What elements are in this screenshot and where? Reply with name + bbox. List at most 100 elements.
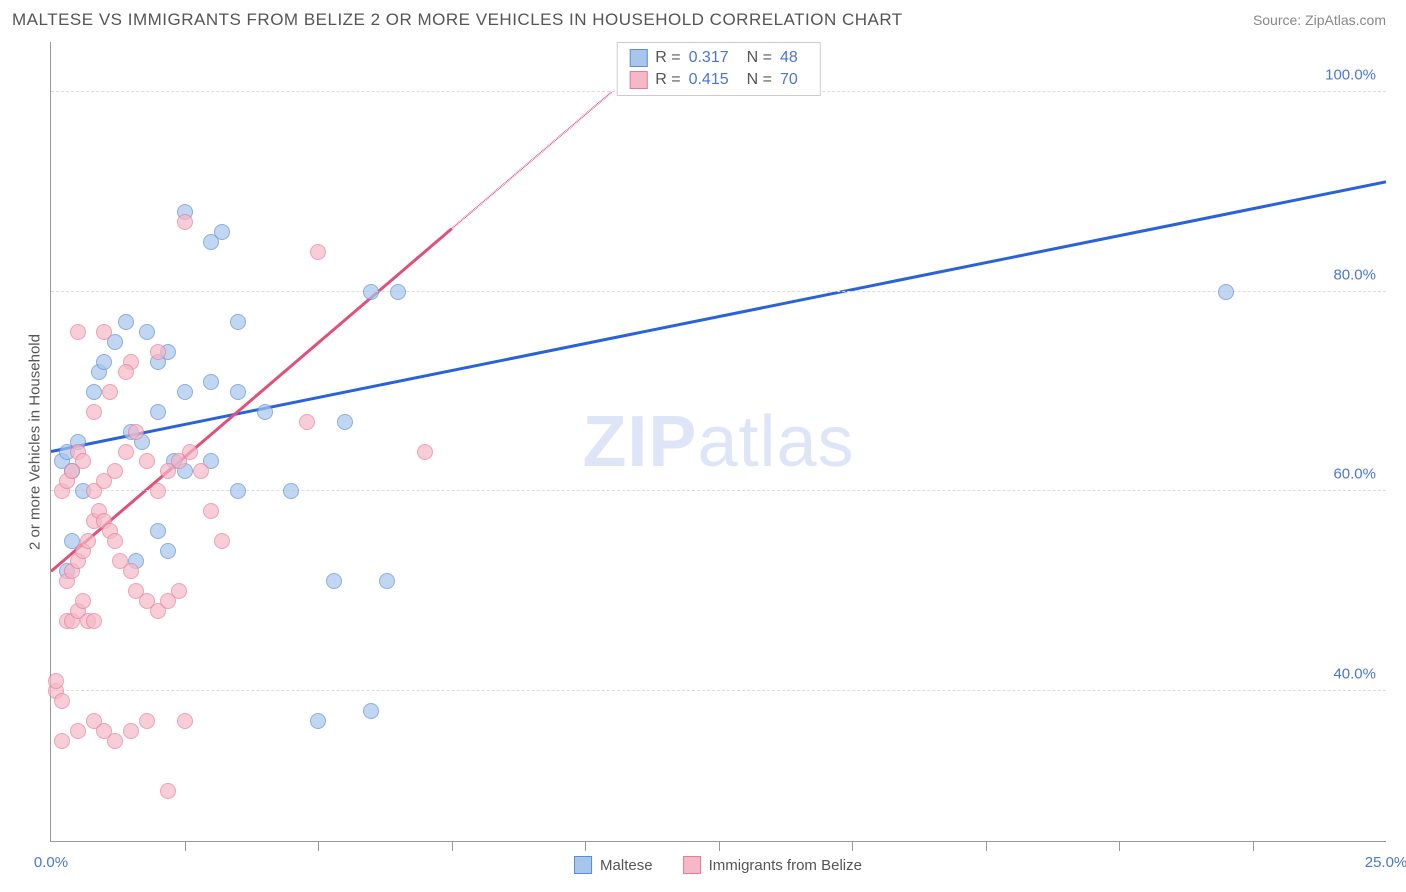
scatter-point	[48, 673, 64, 689]
scatter-point	[310, 244, 326, 260]
scatter-point	[139, 324, 155, 340]
scatter-point	[102, 384, 118, 400]
y-axis-label: 2 or more Vehicles in Household	[27, 334, 44, 550]
scatter-point	[363, 703, 379, 719]
x-tick	[852, 841, 853, 851]
series-legend: Maltese Immigrants from Belize	[574, 856, 862, 874]
scatter-point	[75, 453, 91, 469]
legend-series-item: Immigrants from Belize	[683, 856, 862, 874]
legend-stat-row: R = 0.317 N = 48	[629, 47, 808, 69]
scatter-point	[150, 483, 166, 499]
scatter-point	[70, 723, 86, 739]
legend-series-item: Maltese	[574, 856, 653, 874]
scatter-point	[107, 533, 123, 549]
grid-line-h	[51, 490, 1386, 491]
x-tick	[452, 841, 453, 851]
r-value: 0.317	[689, 49, 729, 67]
chart-title: MALTESE VS IMMIGRANTS FROM BELIZE 2 OR M…	[12, 10, 903, 30]
scatter-point	[379, 573, 395, 589]
scatter-point	[182, 444, 198, 460]
r-label: R =	[655, 71, 680, 89]
scatter-point	[177, 384, 193, 400]
scatter-point	[257, 404, 273, 420]
scatter-point	[310, 713, 326, 729]
source-label: Source: ZipAtlas.com	[1253, 12, 1386, 28]
legend-swatch	[629, 49, 647, 67]
scatter-point	[86, 613, 102, 629]
n-value: 70	[780, 71, 798, 89]
stats-legend: R = 0.317 N = 48 R = 0.415 N = 70	[616, 42, 821, 96]
scatter-point	[128, 424, 144, 440]
scatter-point	[150, 523, 166, 539]
legend-series-label: Maltese	[600, 857, 653, 874]
y-tick-label: 60.0%	[1333, 466, 1376, 483]
scatter-point	[107, 733, 123, 749]
scatter-point	[326, 573, 342, 589]
r-value: 0.415	[689, 71, 729, 89]
scatter-point	[160, 543, 176, 559]
scatter-point	[139, 453, 155, 469]
scatter-point	[283, 483, 299, 499]
x-tick	[719, 841, 720, 851]
scatter-point	[54, 733, 70, 749]
scatter-chart: ZIPatlas R =0.317N =48R =0.415N =70 40.0…	[50, 42, 1386, 842]
x-tick	[1253, 841, 1254, 851]
scatter-point	[75, 593, 91, 609]
scatter-point	[54, 693, 70, 709]
scatter-point	[203, 503, 219, 519]
scatter-point	[230, 314, 246, 330]
legend-stat-row: R = 0.415 N = 70	[629, 69, 808, 91]
x-tick	[318, 841, 319, 851]
x-tick	[585, 841, 586, 851]
n-value: 48	[780, 49, 798, 67]
scatter-point	[70, 324, 86, 340]
y-tick-label: 100.0%	[1325, 66, 1376, 83]
y-tick-label: 80.0%	[1333, 266, 1376, 283]
scatter-point	[150, 344, 166, 360]
scatter-point	[107, 463, 123, 479]
grid-line-h	[51, 690, 1386, 691]
legend-swatch	[574, 856, 592, 874]
x-tick	[185, 841, 186, 851]
legend-series-label: Immigrants from Belize	[709, 857, 862, 874]
scatter-point	[193, 463, 209, 479]
scatter-point	[230, 483, 246, 499]
scatter-point	[118, 444, 134, 460]
scatter-point	[139, 713, 155, 729]
legend-swatch	[629, 71, 647, 89]
regression-lines	[51, 42, 1386, 841]
scatter-point	[230, 384, 246, 400]
scatter-point	[86, 384, 102, 400]
scatter-point	[96, 354, 112, 370]
n-label: N =	[747, 49, 772, 67]
scatter-point	[150, 404, 166, 420]
scatter-point	[1218, 284, 1234, 300]
scatter-point	[118, 314, 134, 330]
scatter-point	[299, 414, 315, 430]
scatter-point	[203, 374, 219, 390]
scatter-point	[363, 284, 379, 300]
scatter-point	[123, 563, 139, 579]
scatter-point	[118, 364, 134, 380]
scatter-point	[80, 533, 96, 549]
scatter-point	[96, 324, 112, 340]
scatter-point	[171, 583, 187, 599]
scatter-point	[417, 444, 433, 460]
scatter-point	[177, 214, 193, 230]
x-tick	[986, 841, 987, 851]
scatter-point	[337, 414, 353, 430]
scatter-point	[214, 533, 230, 549]
y-tick-label: 40.0%	[1333, 666, 1376, 683]
x-tick-label: 0.0%	[34, 854, 68, 871]
scatter-point	[390, 284, 406, 300]
scatter-point	[123, 723, 139, 739]
scatter-point	[86, 404, 102, 420]
scatter-point	[160, 783, 176, 799]
grid-line-h	[51, 291, 1386, 292]
x-tick-label: 25.0%	[1365, 854, 1406, 871]
r-label: R =	[655, 49, 680, 67]
n-label: N =	[747, 71, 772, 89]
scatter-point	[177, 713, 193, 729]
plot-area: ZIPatlas R =0.317N =48R =0.415N =70 40.0…	[50, 42, 1386, 842]
scatter-point	[214, 224, 230, 240]
